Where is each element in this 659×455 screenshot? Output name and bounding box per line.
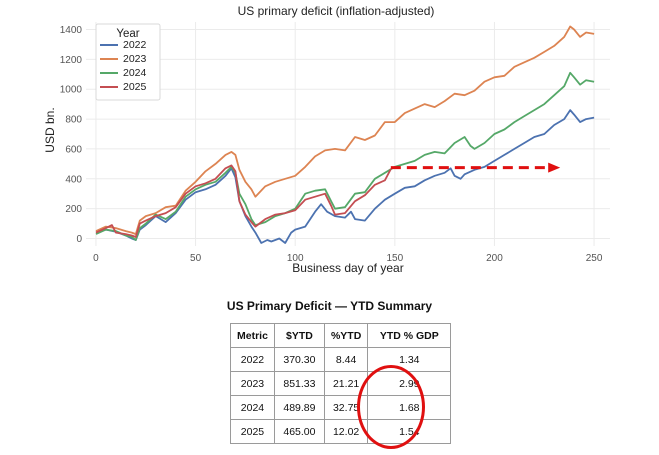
legend-entry: 2024 bbox=[123, 67, 147, 79]
x-axis-ticks: 0 50 100 150 200 250 bbox=[93, 253, 603, 264]
x-tick-label: 0 bbox=[93, 253, 99, 264]
series-line-2023 bbox=[95, 25, 595, 235]
y-axis-ticks: 0 200 400 600 800 1000 1200 1400 bbox=[60, 25, 83, 245]
y-tick-label: 1000 bbox=[60, 85, 83, 96]
series-line-2024 bbox=[95, 71, 595, 241]
table-row: 2022 370.30 8.44 1.34 bbox=[230, 347, 452, 372]
series-line-2025 bbox=[95, 164, 392, 238]
x-tick-label: 50 bbox=[190, 253, 202, 264]
table-title: US Primary Deficit — YTD Summary bbox=[226, 299, 433, 313]
cell-ytd: 370.30 bbox=[273, 347, 325, 372]
legend-entry: 2025 bbox=[123, 81, 147, 93]
legend-box bbox=[95, 23, 161, 101]
cell-pct-ytd: 8.44 bbox=[323, 347, 369, 372]
y-tick-label: 1400 bbox=[60, 25, 83, 36]
cell-metric: 2025 bbox=[230, 419, 275, 444]
y-tick-label: 600 bbox=[65, 144, 82, 155]
arrow-head bbox=[548, 162, 561, 173]
x-tick-label: 200 bbox=[486, 253, 503, 264]
x-tick-label: 150 bbox=[386, 253, 403, 264]
series-lines bbox=[95, 25, 595, 244]
legend-title: Year bbox=[116, 28, 139, 40]
cell-metric: 2022 bbox=[230, 347, 275, 372]
legend: Year 2022 2023 2024 2025 bbox=[95, 23, 161, 101]
cell-ytd: 489.89 bbox=[273, 395, 325, 420]
x-tick-label: 100 bbox=[287, 253, 304, 264]
y-tick-label: 200 bbox=[65, 204, 82, 215]
legend-entry: 2023 bbox=[123, 53, 147, 65]
highlight-circle bbox=[357, 365, 425, 449]
cell-ytd: 465.00 bbox=[273, 419, 325, 444]
line-chart: US primary deficit (inflation-adjusted) … bbox=[43, 4, 610, 275]
chart-title: US primary deficit (inflation-adjusted) bbox=[238, 4, 435, 18]
y-tick-label: 400 bbox=[65, 174, 82, 185]
y-tick-label: 1200 bbox=[60, 55, 83, 66]
series-line-2022 bbox=[95, 109, 595, 244]
legend-entry: 2022 bbox=[123, 39, 147, 51]
header-ytd: $YTD bbox=[273, 323, 325, 348]
header-metric: Metric bbox=[230, 323, 275, 348]
header-ytd-gdp: YTD % GDP bbox=[367, 323, 452, 348]
header-pct-ytd: %YTD bbox=[323, 323, 369, 348]
y-tick-label: 0 bbox=[76, 234, 82, 245]
cell-metric: 2023 bbox=[230, 371, 275, 396]
cell-ytd: 851.33 bbox=[273, 371, 325, 396]
x-tick-label: 250 bbox=[586, 253, 603, 264]
grid bbox=[86, 22, 610, 246]
y-tick-label: 800 bbox=[65, 115, 82, 126]
y-axis-label: USD bn. bbox=[43, 107, 57, 152]
table-header-row: Metric $YTD %YTD YTD % GDP bbox=[230, 323, 452, 348]
x-axis-label: Business day of year bbox=[292, 261, 403, 275]
cell-metric: 2024 bbox=[230, 395, 275, 420]
annotation-arrow bbox=[390, 162, 561, 173]
